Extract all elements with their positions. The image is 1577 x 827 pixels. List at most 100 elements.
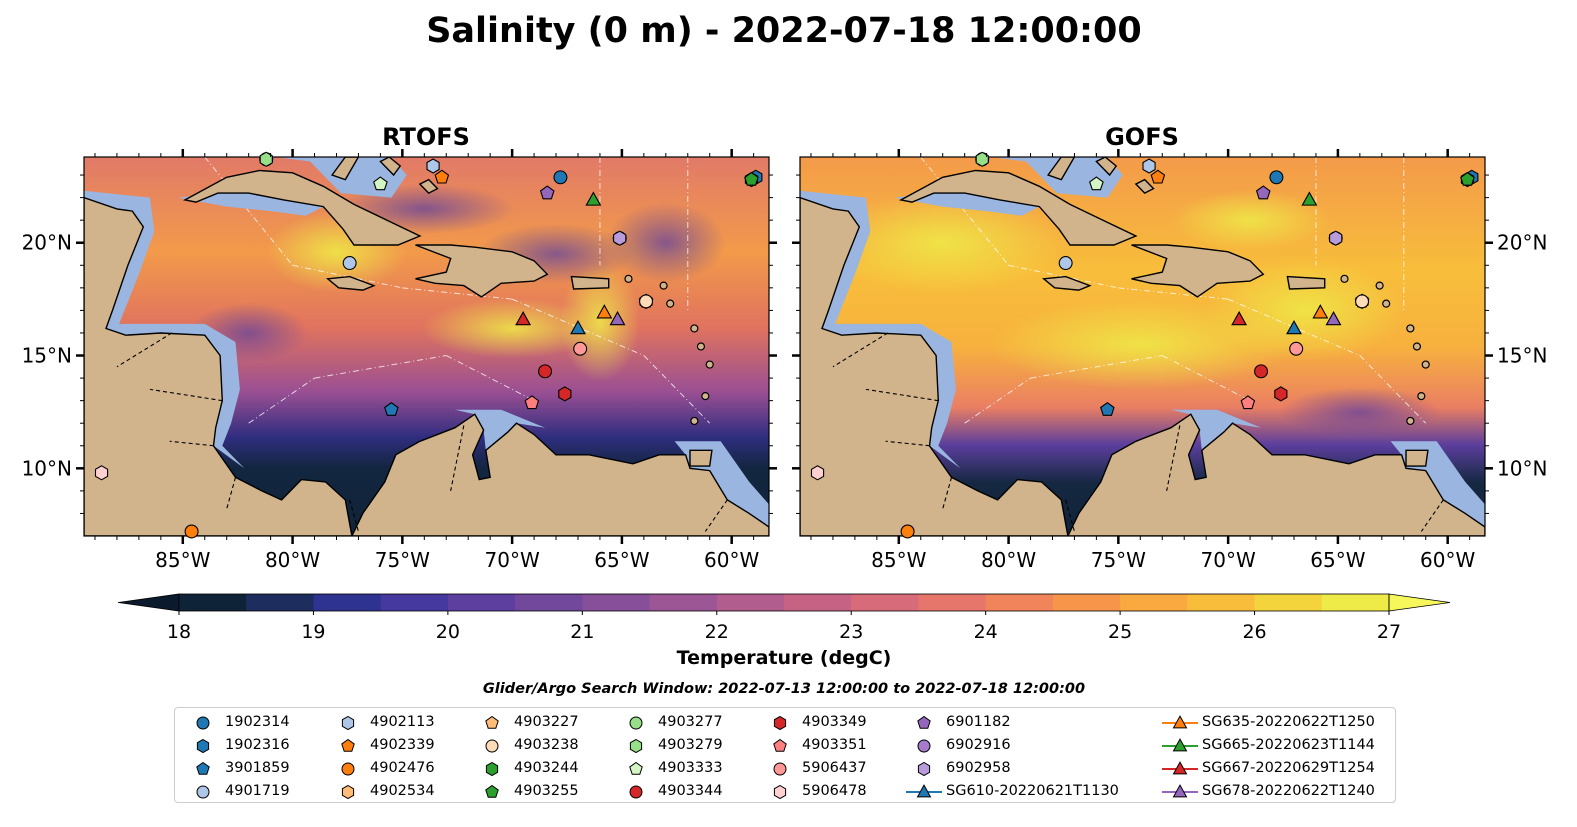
colorbar-max-extension bbox=[1388, 593, 1451, 612]
float-marker[interactable] bbox=[434, 169, 450, 184]
colorbar-segment bbox=[313, 594, 382, 611]
float-marker[interactable] bbox=[94, 465, 109, 481]
hexagon-marker-icon bbox=[196, 738, 210, 754]
float-marker[interactable] bbox=[810, 465, 825, 481]
float-marker[interactable] bbox=[1240, 395, 1256, 410]
lat-tick-label: 15°N bbox=[22, 344, 72, 368]
legend-label: SG665-20220623T1144 bbox=[1202, 737, 1375, 753]
float-marker[interactable] bbox=[1231, 310, 1248, 326]
float-marker[interactable] bbox=[613, 230, 627, 246]
float-marker[interactable] bbox=[1142, 158, 1156, 174]
float-marker[interactable] bbox=[538, 364, 553, 379]
lon-tick-label: 80°W bbox=[265, 548, 320, 572]
hexagon-marker-icon bbox=[341, 715, 355, 731]
float-marker[interactable] bbox=[596, 304, 613, 319]
colorbar-segment bbox=[716, 594, 785, 611]
legend-label: 1902314 bbox=[225, 714, 290, 730]
landmass bbox=[1067, 413, 1485, 536]
circle-marker-icon bbox=[629, 785, 643, 799]
legend-label: 4903227 bbox=[514, 714, 579, 730]
float-marker[interactable] bbox=[426, 158, 440, 174]
legend-label: 4901719 bbox=[225, 783, 290, 799]
legend-label: 5906478 bbox=[802, 783, 867, 799]
float-marker[interactable] bbox=[515, 310, 532, 326]
legend-label: 4902113 bbox=[370, 714, 435, 730]
legend-label: 6902916 bbox=[946, 737, 1011, 753]
circle-marker-icon bbox=[773, 762, 787, 776]
float-marker[interactable] bbox=[539, 185, 555, 200]
landmass bbox=[351, 413, 769, 536]
legend-label: 4903238 bbox=[514, 737, 579, 753]
legend-label: 4902534 bbox=[370, 783, 435, 799]
triangle-marker-icon bbox=[1162, 784, 1198, 798]
float-marker[interactable] bbox=[1312, 304, 1329, 319]
colorbar-segment bbox=[380, 594, 449, 611]
legend-label: 4902339 bbox=[370, 737, 435, 753]
float-marker[interactable] bbox=[1274, 386, 1288, 402]
float-marker[interactable] bbox=[384, 402, 399, 416]
lat-tick-label: 20°N bbox=[22, 231, 72, 255]
float-marker[interactable] bbox=[1269, 170, 1284, 185]
float-marker[interactable] bbox=[609, 310, 626, 326]
landmass bbox=[418, 178, 439, 194]
float-marker[interactable] bbox=[1150, 169, 1166, 184]
landmass bbox=[689, 449, 713, 467]
float-marker[interactable] bbox=[373, 176, 388, 191]
legend-label: 4903279 bbox=[658, 737, 723, 753]
map-panel-gofs: GOFS 85°W 80°W 75°W 70°W 65°W 60°W 20°N 15°N 10°N bbox=[792, 123, 1547, 572]
legend-item: 4903349 bbox=[760, 713, 990, 733]
float-marker[interactable] bbox=[585, 191, 602, 206]
legend-label: 4903344 bbox=[658, 783, 723, 799]
float-marker[interactable] bbox=[1329, 230, 1343, 246]
float-marker[interactable] bbox=[1100, 402, 1115, 416]
float-marker[interactable] bbox=[1286, 319, 1302, 335]
float-marker[interactable] bbox=[1301, 191, 1318, 206]
colorbar-tick-label: 26 bbox=[1242, 621, 1266, 643]
float-marker[interactable] bbox=[570, 319, 586, 335]
lon-tick-label: 85°W bbox=[155, 548, 210, 572]
float-marker[interactable] bbox=[1255, 185, 1271, 200]
legend-item: 1902316 bbox=[183, 736, 413, 756]
legend-item: 4902534 bbox=[328, 782, 558, 802]
search-window-subtitle: Glider/Argo Search Window: 2022-07-13 12… bbox=[483, 681, 1085, 697]
legend-item: 4902113 bbox=[328, 713, 558, 733]
hexagon-marker-icon bbox=[485, 761, 499, 777]
circle-marker-icon bbox=[196, 785, 210, 799]
float-marker[interactable] bbox=[1355, 294, 1370, 309]
float-marker[interactable] bbox=[975, 151, 989, 167]
float-marker[interactable] bbox=[184, 524, 199, 539]
circle-marker-icon bbox=[917, 739, 931, 753]
colorbar-tick-label: 25 bbox=[1108, 621, 1132, 643]
circle-marker-icon bbox=[485, 739, 499, 753]
float-marker[interactable] bbox=[342, 256, 357, 271]
panel-title: GOFS bbox=[1105, 123, 1179, 151]
float-marker[interactable] bbox=[558, 386, 572, 402]
colorbar-tick-label: 20 bbox=[436, 621, 460, 643]
lat-tick-label: 10°N bbox=[22, 456, 72, 480]
float-marker[interactable] bbox=[259, 151, 273, 167]
float-marker[interactable] bbox=[1254, 364, 1269, 379]
triangle-marker-icon bbox=[1162, 761, 1198, 775]
float-marker[interactable] bbox=[900, 524, 915, 539]
float-marker[interactable] bbox=[1460, 171, 1475, 186]
colorbar-tick-label: 24 bbox=[974, 621, 998, 643]
legend-item: 6902958 bbox=[904, 759, 1134, 779]
float-marker[interactable] bbox=[524, 395, 540, 410]
landmass bbox=[330, 157, 360, 181]
float-marker[interactable] bbox=[1089, 176, 1104, 191]
float-marker[interactable] bbox=[1289, 341, 1304, 356]
float-marker[interactable] bbox=[639, 294, 654, 309]
float-marker[interactable] bbox=[573, 341, 588, 356]
landmass bbox=[379, 157, 402, 177]
float-marker[interactable] bbox=[553, 170, 568, 185]
float-marker[interactable] bbox=[1325, 310, 1342, 326]
legend-item: 6902916 bbox=[904, 736, 1134, 756]
map-frame bbox=[83, 156, 770, 537]
landmass bbox=[1134, 178, 1155, 194]
legend-item: SG610-20220621T1130 bbox=[904, 782, 1134, 802]
float-marker[interactable] bbox=[1058, 256, 1073, 271]
float-marker[interactable] bbox=[744, 171, 759, 186]
circle-marker-icon bbox=[341, 762, 355, 776]
lon-tick-label: 70°W bbox=[485, 548, 540, 572]
